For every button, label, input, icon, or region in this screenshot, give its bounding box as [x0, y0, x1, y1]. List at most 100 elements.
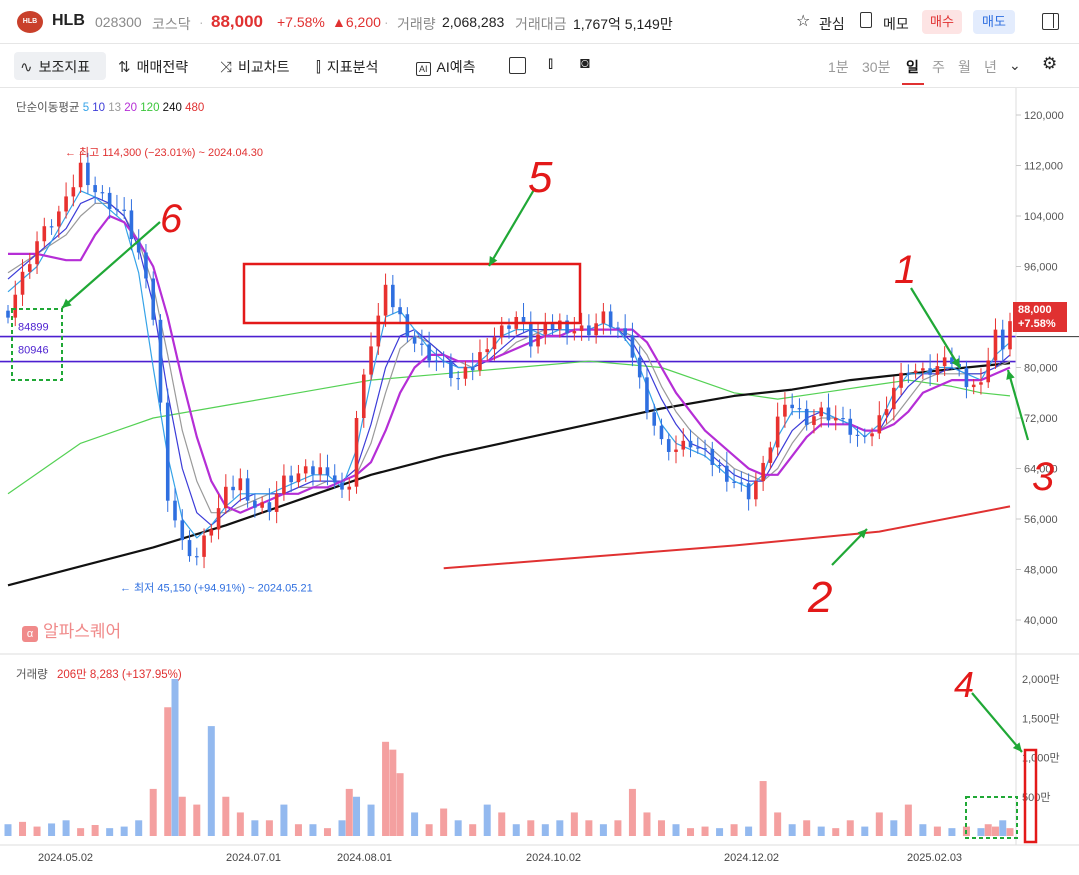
period-1min[interactable]: 1분 — [828, 59, 849, 75]
header-separator: · — [199, 14, 204, 30]
ma-legend-item: 10 — [89, 102, 106, 114]
candle-body — [746, 483, 751, 500]
candle-body — [57, 211, 61, 227]
ma20-line — [8, 214, 1011, 514]
candle-body — [950, 357, 954, 364]
price-chart[interactable]: 84899 80946 ← 최고 114,300 (−23.01%) ~ 2024… — [0, 88, 1079, 875]
candle-body — [913, 370, 918, 374]
candle-body — [739, 482, 744, 484]
amount-label: 거래대금 — [515, 16, 567, 32]
memo-icon[interactable] — [860, 12, 872, 28]
camera-icon[interactable]: ◙ — [580, 55, 590, 72]
candle-body — [311, 466, 315, 475]
indicator-icon: ∿ — [20, 59, 33, 76]
volume-bar — [977, 828, 985, 836]
volume-bar — [280, 804, 288, 836]
strategy-icon: ⇅ — [118, 59, 131, 76]
volume-legend: 거래량 206만 8,283 (+137.95%) — [16, 666, 182, 682]
panel-toggle-icon[interactable] — [1042, 13, 1059, 30]
arrow-3-head — [1006, 370, 1015, 380]
y-tick-label: 48,000 — [1024, 565, 1058, 577]
market-name: 코스닥 — [152, 16, 191, 32]
candle-body — [260, 502, 264, 508]
active-period-underline — [902, 83, 924, 85]
volume-bar — [999, 820, 1007, 836]
last-price-value: 88,000 — [1018, 304, 1052, 316]
annotation-label: 4 — [954, 664, 974, 705]
strategy-button[interactable]: ⇅ 매매전략 — [118, 57, 188, 77]
candle-body — [717, 464, 722, 467]
y-tick-label: 112,000 — [1024, 161, 1063, 173]
volume-bar — [730, 824, 738, 836]
candle-body — [296, 473, 301, 483]
compare-button[interactable]: ⤨ 비교차트 — [220, 57, 290, 77]
candle-body — [768, 447, 773, 463]
period-month[interactable]: 월 — [958, 59, 971, 75]
sell-button[interactable]: 매도 — [973, 10, 1015, 34]
candle-body — [928, 368, 932, 375]
candle-body — [841, 418, 845, 420]
candle-body — [637, 357, 642, 378]
volume-bar — [440, 808, 448, 836]
volume-bar — [991, 826, 999, 836]
ma-legend-item: 13 — [105, 102, 122, 114]
volume-bar — [556, 820, 564, 836]
high-note: ← 최고 114,300 (−23.01%) ~ 2024.04.30 — [65, 146, 263, 159]
watch-button[interactable]: 관심 — [819, 16, 845, 32]
ma5-line — [7, 190, 1011, 539]
candle-body — [797, 408, 802, 410]
watermark: α 알파스퀘어 — [22, 617, 121, 642]
volume-bar — [323, 828, 331, 836]
volume-bar — [411, 812, 419, 836]
candle-body — [144, 252, 148, 279]
ma-legend-item: 20 — [121, 102, 138, 114]
candle-body — [652, 412, 657, 426]
y-tick-label: 120,000 — [1024, 110, 1064, 122]
gear-icon[interactable]: ⚙ — [1042, 54, 1058, 73]
candle-body — [681, 440, 686, 450]
candle-body — [267, 502, 272, 512]
candle-body — [478, 352, 482, 371]
candle-body — [332, 475, 337, 483]
candle-body — [303, 466, 308, 474]
candle-body — [921, 368, 925, 371]
ai-predict-button[interactable]: AI AI예측 — [416, 57, 476, 77]
volume-bar — [527, 820, 535, 836]
candle-icon[interactable]: ⫾ — [548, 55, 554, 72]
period-day[interactable]: 일 — [906, 59, 919, 75]
candle-body — [492, 337, 497, 350]
period-year[interactable]: 년 — [984, 59, 997, 75]
volume-bar — [135, 820, 143, 836]
square-icon[interactable] — [509, 57, 526, 74]
candle-body — [833, 418, 838, 421]
chevron-down-icon[interactable]: ⌄ — [1009, 57, 1021, 73]
volume-bar — [48, 823, 56, 836]
candle-body — [826, 407, 831, 421]
volume-bar — [585, 820, 593, 836]
arrow-2-head — [857, 529, 867, 539]
volume-bar — [294, 824, 302, 836]
candle-body — [623, 328, 627, 336]
volume-bar — [33, 826, 41, 836]
memo-button[interactable]: 메모 — [883, 16, 909, 32]
period-30min[interactable]: 30분 — [862, 59, 891, 75]
candle-body — [986, 360, 991, 383]
ma-legend-item: 240 — [159, 102, 182, 114]
volume-bar — [193, 804, 201, 836]
candle-body — [27, 264, 32, 272]
candle-body — [521, 317, 526, 325]
x-tick-label: 2024.05.02 — [38, 852, 93, 864]
volume-bar — [353, 796, 361, 836]
analysis-button[interactable]: ⫿ 지표분석 — [316, 57, 378, 77]
indicator-button[interactable]: ∿ 보조지표 — [20, 57, 90, 77]
buy-button[interactable]: 매수 — [922, 10, 962, 34]
volume-bar — [701, 826, 709, 836]
period-week[interactable]: 주 — [932, 59, 945, 75]
candle-body — [209, 529, 214, 536]
candle-body — [870, 433, 874, 437]
candle-body — [238, 478, 243, 491]
candle-body — [725, 465, 729, 482]
star-icon[interactable]: ☆ — [796, 13, 811, 30]
candle-body — [666, 439, 671, 452]
volume-bar — [614, 820, 622, 836]
